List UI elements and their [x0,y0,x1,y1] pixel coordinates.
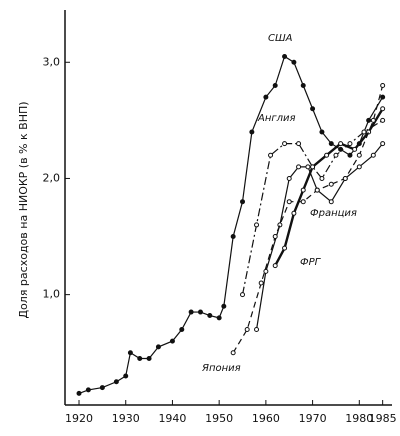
data-point [263,94,269,100]
data-point [197,309,203,315]
y-tick-label: 2,0 [43,171,61,184]
series-label: Англия [257,113,296,124]
data-point [258,280,264,286]
data-point [291,59,297,65]
data-point [328,141,334,147]
data-point [380,83,386,89]
x-tick-label: 1920 [65,412,93,425]
x-tick-label: 1970 [299,412,327,425]
x-tick-label: 1985 [369,412,397,425]
x-tick-label: 1960 [252,412,280,425]
data-point [263,268,269,274]
series-label: Япония [201,363,241,374]
y-axis-label: Доля расходов на НИОКР (в % к ВНП) [17,101,30,318]
data-point [300,83,306,89]
data-point [137,356,143,362]
data-point [272,83,278,89]
data-point [286,175,292,181]
data-point [272,234,278,240]
data-point [221,303,227,309]
data-point [310,164,316,170]
data-point [286,199,292,205]
data-point [254,326,260,332]
data-point [324,152,330,158]
data-point [282,141,288,147]
data-point [333,152,339,158]
data-point [282,245,288,251]
data-point [282,53,288,59]
data-point [127,350,133,356]
data-point [216,315,222,321]
data-point [356,152,362,158]
data-point [361,129,367,135]
data-point [230,234,236,240]
data-point [268,152,274,158]
data-point [272,263,278,269]
data-point [370,152,376,158]
data-point [328,199,334,205]
data-point [296,164,302,170]
data-point [380,94,386,100]
x-tick-label: 1940 [158,412,186,425]
data-point [370,117,376,123]
data-point [155,344,161,350]
data-point [342,175,348,181]
data-point [123,373,129,379]
data-point [76,390,82,396]
data-point [338,141,344,147]
data-point [310,106,316,112]
series-line [241,119,383,295]
series-line [78,55,384,394]
data-point [356,164,362,170]
data-point [113,379,119,385]
data-point [179,326,185,332]
x-tick-label: 1950 [205,412,233,425]
series-label: Франция [310,208,357,219]
data-point [366,117,372,123]
data-point [291,210,297,216]
series-line [274,108,384,267]
series-label: США [268,33,293,44]
data-point [380,117,386,123]
data-point [207,313,213,319]
data-point [319,129,325,135]
data-point [240,292,246,298]
data-point [244,326,250,332]
data-point [347,141,353,147]
data-point [314,187,320,193]
x-tick-label: 1930 [112,412,140,425]
data-point [249,129,255,135]
data-point [254,222,260,228]
data-point [99,385,105,391]
data-point [380,141,386,147]
series-line [232,85,384,354]
series-label: ФРГ [300,257,322,268]
data-point [85,387,91,393]
data-point [352,146,358,152]
data-point [319,175,325,181]
data-point [240,199,246,205]
data-point [380,106,386,112]
data-point [305,164,311,170]
y-tick-label: 1,0 [43,288,61,301]
data-point [169,338,175,344]
data-point [347,152,353,158]
y-tick-label: 3,0 [43,55,61,68]
data-point [146,356,152,362]
data-point [300,199,306,205]
data-point [296,141,302,147]
data-point [230,350,236,356]
data-point [188,309,194,315]
data-point [300,187,306,193]
series-line [255,143,384,330]
x-tick-label: 1980 [345,412,373,425]
data-point [328,181,334,187]
